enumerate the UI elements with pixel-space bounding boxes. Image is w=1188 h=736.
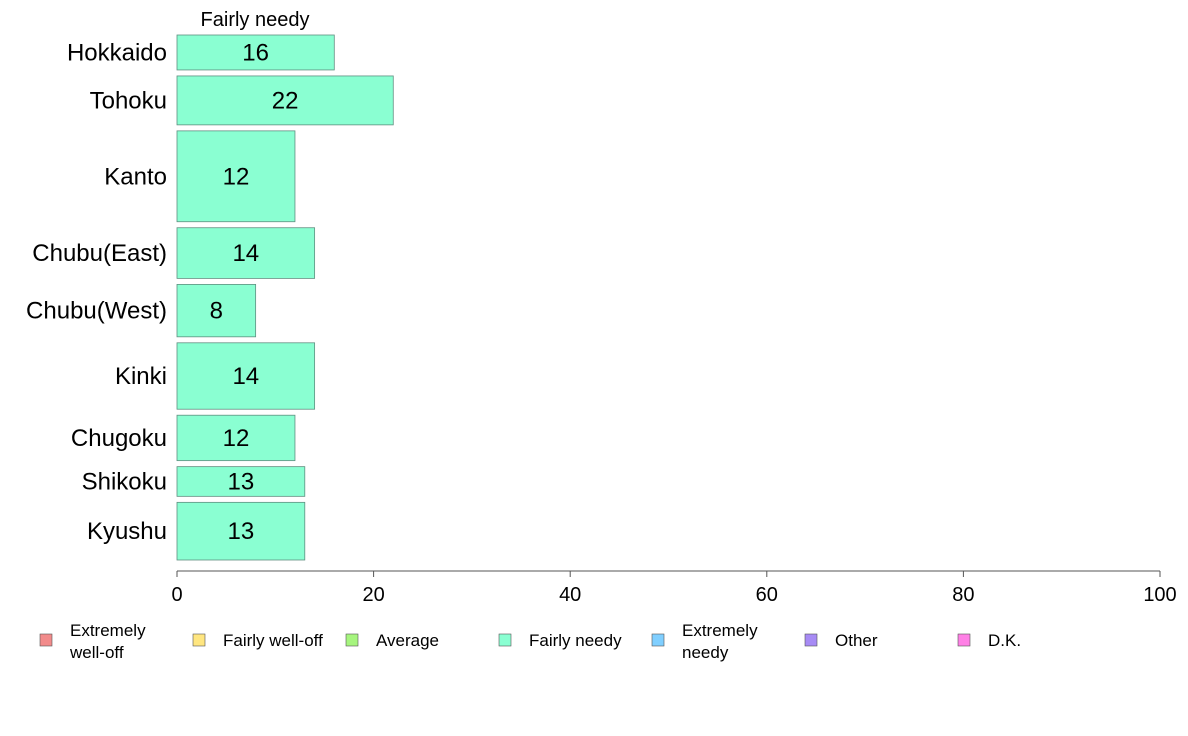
category-label: Tohoku xyxy=(90,87,167,114)
category-label: Chubu(East) xyxy=(32,240,167,267)
legend-label: Average xyxy=(376,631,439,650)
legend-item: Extremely needy xyxy=(651,621,758,662)
legend-label: Fairly needy xyxy=(529,631,622,650)
bar-5 xyxy=(176,342,316,410)
data-label: 14 xyxy=(232,363,259,390)
data-label: 12 xyxy=(223,163,250,190)
legend-swatch xyxy=(498,633,512,647)
x-tick-label: 80 xyxy=(952,584,974,606)
legend-label: Other xyxy=(835,631,878,650)
category-label: Kyushu xyxy=(87,518,167,545)
data-label: 13 xyxy=(228,518,255,545)
data-label: 12 xyxy=(223,425,250,452)
panel-title: Fairly needy xyxy=(201,9,310,31)
x-tick-label: 60 xyxy=(756,584,778,606)
x-tick-label: 40 xyxy=(559,584,581,606)
bar-4 xyxy=(176,283,257,338)
legend-label: Fairly well-off xyxy=(223,631,323,650)
legend-item: Fairly well-off xyxy=(192,631,323,650)
legend-swatch xyxy=(957,633,971,647)
legend-label: D.K. xyxy=(988,631,1021,650)
bar-2 xyxy=(176,130,296,223)
legend-item: Average xyxy=(345,631,439,650)
bar-7 xyxy=(176,466,306,497)
legend-swatch xyxy=(651,633,665,647)
data-label: 16 xyxy=(242,39,269,66)
category-label: Shikoku xyxy=(82,468,167,495)
bar-0 xyxy=(176,34,335,71)
bar-3 xyxy=(176,227,316,279)
legend: Extremely well-off Fairly well-off Average F… xyxy=(39,621,1021,662)
legend-item: D.K. xyxy=(957,631,1021,650)
legend-swatch xyxy=(804,633,818,647)
x-tick-label: 20 xyxy=(362,584,384,606)
x-tick-label: 100 xyxy=(1143,584,1176,606)
category-label: Chugoku xyxy=(71,425,167,452)
category-label: Hokkaido xyxy=(67,39,167,66)
legend-swatch xyxy=(39,633,53,647)
bar-6 xyxy=(176,414,296,462)
legend-item: Other xyxy=(804,631,878,650)
x-tick-label: 0 xyxy=(171,584,182,606)
legend-label: needy xyxy=(682,643,729,662)
legend-swatch xyxy=(345,633,359,647)
x-axis: 0 20 40 60 80 100 xyxy=(171,570,1177,606)
legend-label: Extremely xyxy=(682,621,758,640)
category-label: Kinki xyxy=(115,363,167,390)
legend-swatch xyxy=(192,633,206,647)
data-label: 14 xyxy=(232,240,259,267)
legend-label: well-off xyxy=(69,643,124,662)
category-label: Kanto xyxy=(104,163,167,190)
legend-label: Extremely xyxy=(70,621,146,640)
bar-1 xyxy=(176,75,394,126)
bar-8 xyxy=(176,501,306,561)
data-label: 22 xyxy=(272,87,299,114)
legend-item: Extremely well-off xyxy=(39,621,146,662)
bars-group: Hokkaido 16 Tohoku 22 Kanto 12 Chubu(East) 14 Ch… xyxy=(26,34,394,561)
data-label: 8 xyxy=(210,298,223,325)
data-label: 13 xyxy=(228,468,255,495)
legend-item: Fairly needy xyxy=(498,631,622,650)
category-label: Chubu(West) xyxy=(26,298,167,325)
